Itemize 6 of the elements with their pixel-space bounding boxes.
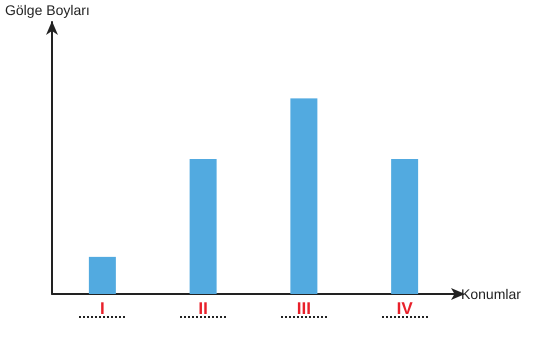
x-tick-label: III: [296, 299, 311, 318]
x-tick-label: II: [198, 299, 208, 318]
x-tick-label: I: [100, 299, 105, 318]
x-axis-title: Konumlar: [461, 286, 522, 302]
text: Gölge Boyları: [5, 2, 90, 18]
x-tick-label: IV: [396, 299, 414, 318]
